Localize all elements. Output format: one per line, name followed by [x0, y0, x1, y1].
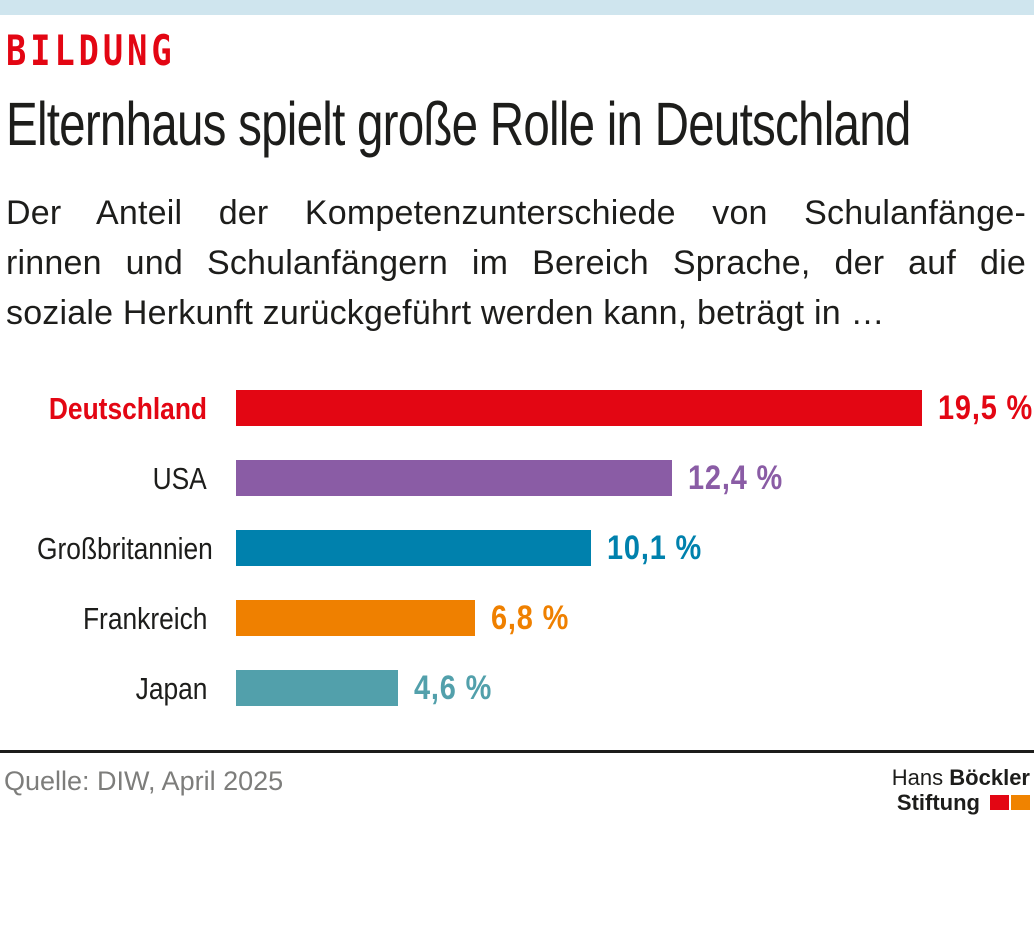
bar-track: 19,5 %	[236, 390, 1034, 426]
bar-label: Japan	[6, 673, 207, 704]
footer: Quelle: DIW, April 2025 Hans Böckler Sti…	[0, 750, 1034, 815]
logo-word-hans: Hans	[891, 765, 944, 790]
bar-label-text: Frankreich	[82, 600, 207, 636]
logo-square-orange-icon	[1011, 795, 1030, 810]
bar	[236, 530, 591, 566]
hans-boeckler-stiftung-logo: Hans Böckler Stiftung	[892, 765, 1030, 815]
bar-label: Deutschland	[6, 393, 207, 424]
kicker-label: BILDUNG	[6, 26, 176, 75]
bar-value-label: 12,4 %	[688, 459, 784, 497]
logo-line-1: Hans Böckler	[892, 765, 1030, 790]
bar-track: 6,8 %	[236, 600, 1030, 636]
logo-word-stiftung: Stiftung	[896, 790, 980, 815]
bar	[236, 600, 475, 636]
bar-label-text: Großbritannien	[37, 530, 213, 566]
bar-label: Großbritannien	[6, 533, 213, 564]
bar-value-label: 4,6 %	[414, 669, 493, 707]
bar-track: 10,1 %	[236, 530, 1030, 566]
bar-value-label: 6,8 %	[491, 599, 570, 637]
top-banner	[0, 0, 1034, 15]
bar-row: Japan 4,6 %	[6, 670, 1030, 706]
bar-value-label: 10,1 %	[607, 529, 703, 567]
logo-word-boeckler: Böckler	[949, 765, 1030, 790]
bar-row: Großbritannien 10,1 %	[6, 530, 1030, 566]
bar-chart: Deutschland 19,5 % USA 12,4 % Großbritannien…	[6, 390, 1032, 706]
logo-square-red-icon	[990, 795, 1009, 810]
bar-value-label: 19,5 %	[938, 389, 1034, 427]
bar-track: 4,6 %	[236, 670, 1030, 706]
bar-label-text: Japan	[135, 670, 207, 706]
logo-line-2: Stiftung	[892, 790, 1030, 815]
bar-label-text: Deutschland	[48, 390, 207, 426]
source-note: Quelle: DIW, April 2025	[4, 766, 284, 796]
bar	[236, 460, 672, 496]
bar-label: Frankreich	[6, 603, 207, 634]
subtitle-line: rinnen und Schulanfängern im Bereich Spr…	[6, 244, 1026, 282]
bar-row: Deutschland 19,5 %	[6, 390, 1032, 426]
page-title: Elternhaus spielt große Rolle in Deutsch…	[6, 90, 911, 158]
chart-subtitle: Der Anteil der Kompetenzunterschiede von…	[6, 188, 1026, 338]
bar-label-text: USA	[152, 460, 207, 496]
bar-label: USA	[6, 463, 207, 494]
bar	[236, 670, 398, 706]
subtitle-line: Der Anteil der Kompetenzunterschiede von…	[6, 194, 1026, 232]
logo-mark	[988, 790, 1030, 815]
subtitle-line: soziale Herkunft zurückgeführt werden ka…	[6, 294, 885, 332]
bar	[236, 390, 922, 426]
bar-row: USA 12,4 %	[6, 460, 1030, 496]
bar-track: 12,4 %	[236, 460, 1030, 496]
bar-row: Frankreich 6,8 %	[6, 600, 1030, 636]
